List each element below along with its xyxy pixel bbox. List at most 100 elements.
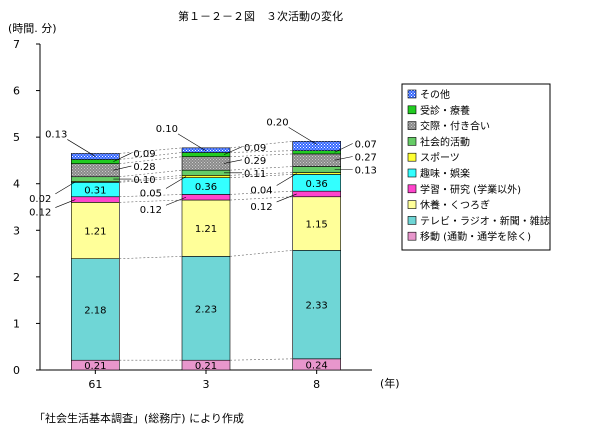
legend-label: 学習・研究 (学業以外) [420, 183, 521, 196]
x-tick-label: 3 [203, 378, 210, 391]
data-label: 0.29 [244, 156, 266, 167]
data-label: 0.24 [306, 360, 328, 371]
legend-label: その他 [420, 88, 450, 101]
bar-segment [71, 196, 120, 203]
data-label: 0.02 [29, 194, 51, 205]
y-tick-label: 2 [13, 271, 20, 284]
legend-label: スポーツ [420, 152, 460, 164]
callout-line [165, 176, 187, 189]
y-tick-label: 6 [13, 85, 20, 98]
legend-swatch [407, 184, 417, 194]
data-label: 0.10 [133, 175, 155, 186]
data-label: 0.31 [84, 186, 106, 197]
bar-segment [181, 199, 231, 257]
data-label: 0.12 [29, 208, 51, 219]
data-label: 0.21 [195, 361, 217, 372]
callout-line [288, 127, 317, 145]
data-label: 1.15 [306, 220, 328, 231]
legend-label: 社会的活動 [420, 135, 470, 148]
x-tick-label: 61 [88, 378, 102, 391]
y-tick-label: 3 [13, 224, 20, 237]
callout-line [223, 146, 243, 155]
callout-line [334, 156, 353, 161]
bar-segment [181, 256, 231, 361]
data-label: 0.13 [45, 129, 67, 140]
bar-segment [71, 153, 120, 160]
bar-segment [181, 175, 231, 178]
bar-segment [292, 196, 341, 251]
bar-segment [181, 156, 231, 171]
bars [71, 141, 341, 371]
data-label: 0.07 [355, 140, 377, 151]
connector-line [119, 194, 183, 198]
data-label: 2.33 [306, 301, 328, 312]
data-label: 0.11 [244, 169, 266, 180]
y-ticks: 0 1 2 3 4 5 6 7 [13, 38, 40, 377]
legend-label: 休養・くつろぎ [420, 199, 490, 212]
y-tick-label: 4 [13, 178, 20, 191]
connector-line [229, 172, 293, 176]
legend-label: 受診・療養 [420, 104, 470, 117]
legend-swatch [407, 89, 417, 99]
callout-line [113, 152, 132, 162]
data-label: 0.09 [133, 149, 155, 160]
callout-line [113, 165, 132, 171]
bar-segment [292, 150, 341, 155]
legend-swatch [407, 152, 417, 162]
data-label: 0.09 [244, 143, 266, 154]
data-label: 0.27 [355, 153, 377, 164]
bar-segment [181, 147, 231, 153]
callout-line [165, 196, 187, 206]
legend-label: テレビ・ラジオ・新聞・雑誌 [420, 214, 550, 227]
legend-swatch [407, 121, 417, 130]
legend-swatch [407, 216, 417, 225]
connector-line [229, 166, 293, 171]
data-label: 0.04 [250, 185, 272, 196]
connector-line [229, 141, 293, 149]
data-label: 0.21 [84, 361, 106, 372]
source-note: 「社会生活基本調査」(総務庁) により作成 [34, 411, 244, 425]
legend-swatch [407, 137, 417, 146]
data-label: 0.10 [156, 124, 178, 135]
bar-segment [292, 153, 341, 167]
x-ticks: 61 3 8 [88, 370, 320, 391]
connector-line [229, 190, 293, 195]
bar-segment [71, 202, 120, 259]
callout-line [334, 143, 353, 153]
bar-segment [71, 159, 120, 164]
bar-segment [71, 258, 120, 361]
callout-line [55, 181, 76, 195]
legend-swatch [407, 168, 417, 178]
bar-segment [292, 141, 341, 151]
bar-segment [292, 250, 341, 360]
y-tick-label: 7 [13, 38, 20, 51]
legend-swatch [407, 200, 417, 209]
connector-line [119, 156, 183, 164]
callout-line [67, 139, 96, 157]
x-tick-label: 8 [313, 378, 320, 391]
callout-line [276, 193, 297, 203]
connector-line [119, 147, 183, 154]
callout-line [177, 133, 207, 152]
connector-line [119, 152, 183, 160]
connector-line [229, 153, 293, 158]
data-label: 2.23 [195, 304, 217, 315]
data-label: 0.12 [140, 205, 162, 216]
data-label: 2.18 [84, 305, 106, 316]
data-label: 0.36 [306, 179, 328, 190]
data-label: 0.36 [195, 182, 217, 193]
connector-line [229, 150, 293, 153]
bar-segment [71, 163, 120, 178]
callout-line [223, 159, 243, 164]
x-axis-unit: (年) [380, 376, 400, 390]
y-tick-label: 1 [13, 317, 20, 330]
connector-line [229, 174, 293, 178]
bar-segment [181, 152, 231, 158]
legend-label: 趣味・娯楽 [420, 167, 470, 180]
connector-line [119, 199, 183, 203]
connector-line [119, 256, 183, 259]
connector-line [119, 175, 183, 182]
legend-label: 交際・付き合い [420, 120, 490, 133]
